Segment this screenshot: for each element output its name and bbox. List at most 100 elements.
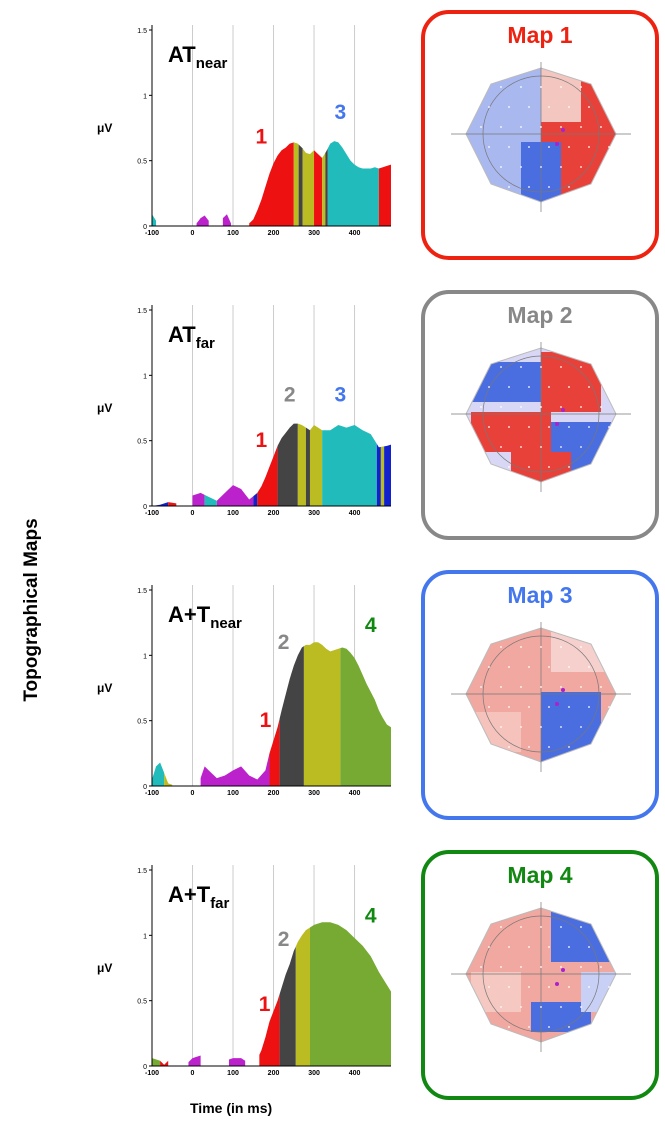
electrode-dot: [520, 726, 522, 728]
x-tick-label: 300: [308, 790, 320, 797]
electrode-dot: [560, 366, 562, 368]
map-title: Map 1: [507, 22, 573, 48]
electrode-dot: [548, 1026, 550, 1028]
area-segment: [322, 152, 326, 226]
x-tick-label: 400: [349, 1070, 361, 1077]
electrode-dot: [528, 386, 530, 388]
potential-region: [466, 362, 541, 402]
y-tick-label: 0: [143, 504, 147, 511]
electrode-dot: [548, 706, 550, 708]
x-tick-label: -100: [145, 790, 159, 797]
y-tick-label: 1: [143, 933, 147, 940]
area-segment: [168, 502, 177, 506]
electrode-dot: [580, 166, 582, 168]
y-tick-label: 1.5: [137, 588, 147, 595]
electrode-dot: [488, 946, 490, 948]
x-tick-label: 100: [227, 510, 239, 517]
electrode-dot: [608, 146, 610, 148]
electrode-dot: [488, 146, 490, 148]
area-segment: [314, 150, 323, 226]
marker-dot: [555, 142, 559, 146]
electrode-dot: [600, 926, 602, 928]
y-tick-label: 0.5: [137, 719, 147, 726]
electrode-dot: [528, 146, 530, 148]
electrode-dot: [520, 86, 522, 88]
electrode-dot: [600, 366, 602, 368]
x-tick-label: 200: [268, 510, 280, 517]
electrode-dot: [588, 1026, 590, 1028]
electrode-dot: [520, 166, 522, 168]
electrode-dot: [608, 706, 610, 708]
electrode-dot: [540, 646, 542, 648]
electrode-dot: [580, 686, 582, 688]
electrode-dot: [500, 1006, 502, 1008]
y-tick-label: 0: [143, 1064, 147, 1071]
area-segment: [253, 492, 258, 506]
x-tick-label: 100: [227, 790, 239, 797]
area-segment: [152, 762, 165, 786]
electrode-dot: [608, 666, 610, 668]
x-tick-label: 400: [349, 230, 361, 237]
y-tick-label: 1.5: [137, 868, 147, 875]
electrode-dot: [588, 106, 590, 108]
electrode-dot: [588, 666, 590, 668]
electrode-dot: [488, 386, 490, 388]
electrode-dot: [520, 966, 522, 968]
electrode-dot: [480, 926, 482, 928]
electrode-dot: [480, 686, 482, 688]
area-segment: [269, 718, 280, 786]
electrode-dot: [588, 386, 590, 388]
x-tick-label: 0: [191, 510, 195, 517]
area-segment: [249, 142, 294, 226]
electrode-dot: [508, 466, 510, 468]
electrode-dot: [540, 166, 542, 168]
electrode-dot: [508, 106, 510, 108]
area-segment: [222, 214, 231, 226]
area-segment: [303, 642, 341, 786]
condition-subscript: near: [210, 615, 242, 632]
panel-2: 0 0.5 1 1.5 -100 0 100 200 300 400 μV ATfar 1 2 3 Map 2: [95, 290, 665, 550]
electrode-dot: [480, 126, 482, 128]
electrode-dot: [508, 146, 510, 148]
electrode-dot: [568, 746, 570, 748]
electrode-dot: [500, 926, 502, 928]
area-segment: [327, 141, 379, 226]
potential-region: [466, 712, 521, 752]
electrode-dot: [568, 986, 570, 988]
electrode-dot: [588, 426, 590, 428]
electrode-dot: [548, 426, 550, 428]
electrode-dot: [548, 666, 550, 668]
y-tick-label: 0: [143, 224, 147, 231]
electrode-dot: [528, 186, 530, 188]
area-segment: [279, 646, 304, 786]
electrode-dot: [568, 386, 570, 388]
electrode-dot: [560, 966, 562, 968]
marker-dot: [561, 128, 565, 132]
marker-dot: [555, 422, 559, 426]
electrode-dot: [520, 646, 522, 648]
y-tick-label: 0: [143, 784, 147, 791]
electrode-dot: [480, 366, 482, 368]
electrode-dot: [528, 706, 530, 708]
x-tick-label: 0: [191, 1070, 195, 1077]
electrode-dot: [608, 106, 610, 108]
segment-label: 3: [335, 383, 347, 406]
electrode-dot: [508, 1026, 510, 1028]
electrode-dot: [500, 646, 502, 648]
y-tick-label: 1: [143, 373, 147, 380]
electrode-dot: [560, 406, 562, 408]
segment-label: 1: [256, 126, 268, 149]
electrode-dot: [580, 366, 582, 368]
segment-label: 4: [365, 614, 377, 637]
marker-dot: [555, 702, 559, 706]
topographic-map-box: Map 2: [421, 290, 659, 540]
electrode-dot: [560, 166, 562, 168]
electrode-dot: [540, 966, 542, 968]
electrode-dot: [520, 1006, 522, 1008]
area-segment: [293, 142, 299, 226]
electrode-dot: [528, 666, 530, 668]
x-tick-label: 200: [268, 230, 280, 237]
x-tick-label: 0: [191, 230, 195, 237]
